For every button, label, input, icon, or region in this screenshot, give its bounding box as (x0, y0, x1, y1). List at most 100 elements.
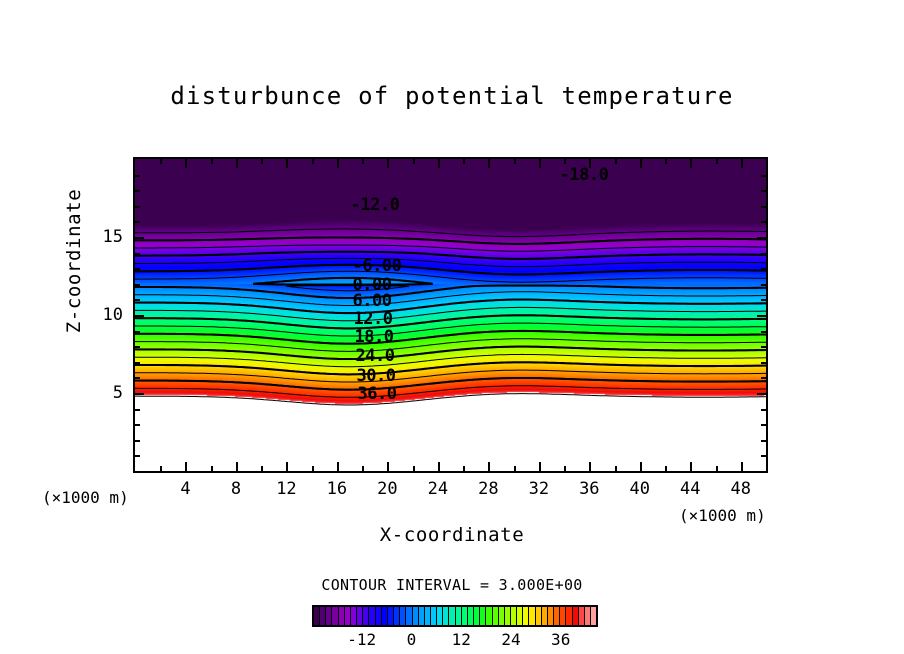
x-tick-top (185, 159, 188, 168)
colorbar-band (326, 607, 333, 625)
x-tick-top (362, 159, 365, 164)
contour-line (135, 250, 766, 260)
x-tick-top (261, 159, 264, 164)
x-tick-bottom (740, 462, 743, 471)
x-tick-top (665, 159, 668, 164)
colorbar-band (547, 607, 555, 625)
colorbar-band (418, 607, 425, 625)
y-tick-left (135, 174, 140, 177)
colorbar-band (455, 607, 462, 625)
y-tick-right (761, 205, 766, 208)
x-tick-label: 16 (326, 479, 348, 499)
y-axis-unit: (×1000 m) (42, 488, 129, 507)
x-tick-bottom (311, 466, 314, 471)
contour-lines-layer (135, 228, 766, 406)
colorbar-tick-label: 12 (451, 630, 471, 649)
colorbar-band (572, 607, 579, 625)
x-tick-top (437, 159, 440, 168)
x-tick-bottom (185, 462, 188, 471)
x-tick-top (589, 159, 592, 168)
y-axis-title: Z-coordinate (63, 188, 85, 334)
colorbar-band (492, 607, 499, 625)
colorbar-band (400, 607, 407, 625)
colorbar-band (387, 607, 395, 625)
y-tick-label: 15 (102, 227, 123, 247)
x-tick-label: 4 (180, 479, 191, 499)
y-tick-left (135, 330, 140, 333)
y-tick-right (761, 377, 766, 380)
colorbar-band (560, 607, 567, 625)
x-tick-top (715, 159, 718, 164)
colorbar-band (480, 607, 487, 625)
y-tick-right (761, 252, 766, 255)
x-tick-top (463, 159, 466, 164)
y-tick-left (135, 346, 140, 349)
colorbar-band (498, 607, 505, 625)
colorbar-band (535, 607, 542, 625)
x-tick-bottom (463, 466, 466, 471)
colorbar-band (467, 607, 475, 625)
contour-level-label: -12.0 (350, 195, 400, 215)
colorbar-band (320, 607, 327, 625)
y-tick-right (757, 393, 766, 395)
y-tick-left (135, 439, 140, 442)
y-tick-label: 10 (102, 305, 123, 325)
contour-interval-caption: CONTOUR INTERVAL = 3.000E+00 (321, 576, 583, 594)
y-tick-right (757, 237, 766, 239)
colorbar-band (394, 607, 401, 625)
y-tick-right (757, 315, 766, 317)
y-tick-left (135, 190, 140, 193)
y-tick-left (135, 393, 144, 395)
y-tick-left (135, 361, 140, 364)
colorbar-band (584, 607, 592, 625)
page-title: disturbunce of potential temperature (170, 82, 734, 110)
contour-line (135, 314, 766, 330)
x-tick-bottom (513, 466, 516, 471)
x-tick-top (336, 159, 339, 168)
x-tick-bottom (210, 466, 213, 471)
x-tick-bottom (160, 466, 163, 471)
y-tick-right (761, 439, 766, 442)
x-tick-bottom (639, 462, 642, 471)
colorbar-band (350, 607, 358, 625)
x-axis-title: X-coordinate (379, 524, 525, 546)
y-tick-right (761, 424, 766, 427)
contour-level-label: 24.0 (355, 346, 395, 366)
x-tick-top (160, 159, 163, 164)
x-tick-top (740, 159, 743, 168)
colorbar-tick-label: -12 (347, 630, 377, 649)
contour-line (135, 385, 766, 398)
x-tick-label: 44 (680, 479, 701, 499)
x-tick-bottom (235, 462, 238, 471)
contour-line (135, 345, 766, 361)
x-tick-bottom (387, 462, 390, 471)
colorbar-band (566, 607, 573, 625)
contour-line (135, 263, 766, 276)
x-tick-label: 32 (528, 479, 550, 499)
colorbar-band (554, 607, 561, 625)
y-tick-left (135, 408, 140, 411)
x-tick-bottom (286, 462, 289, 471)
x-tick-top (639, 159, 642, 168)
x-tick-top (538, 159, 541, 168)
colorbar-band (461, 607, 468, 625)
y-tick-left (135, 424, 140, 427)
colorbar-band (412, 607, 419, 625)
colorbar-band (541, 607, 548, 625)
contour-line (135, 393, 766, 406)
x-axis-unit: (×1000 m) (679, 506, 766, 525)
x-tick-bottom (564, 466, 567, 471)
contour-line (135, 322, 766, 337)
x-tick-top (387, 159, 390, 168)
contour-line (135, 276, 766, 300)
contour-line (135, 353, 766, 368)
colorbar-band (430, 607, 438, 625)
x-tick-top (564, 159, 567, 164)
y-tick-left (135, 283, 140, 286)
colorbar-band (369, 607, 376, 625)
x-tick-top (311, 159, 314, 164)
x-tick-bottom (437, 462, 440, 471)
x-tick-bottom (261, 466, 264, 471)
x-tick-top (210, 159, 213, 164)
x-tick-top (488, 159, 491, 168)
